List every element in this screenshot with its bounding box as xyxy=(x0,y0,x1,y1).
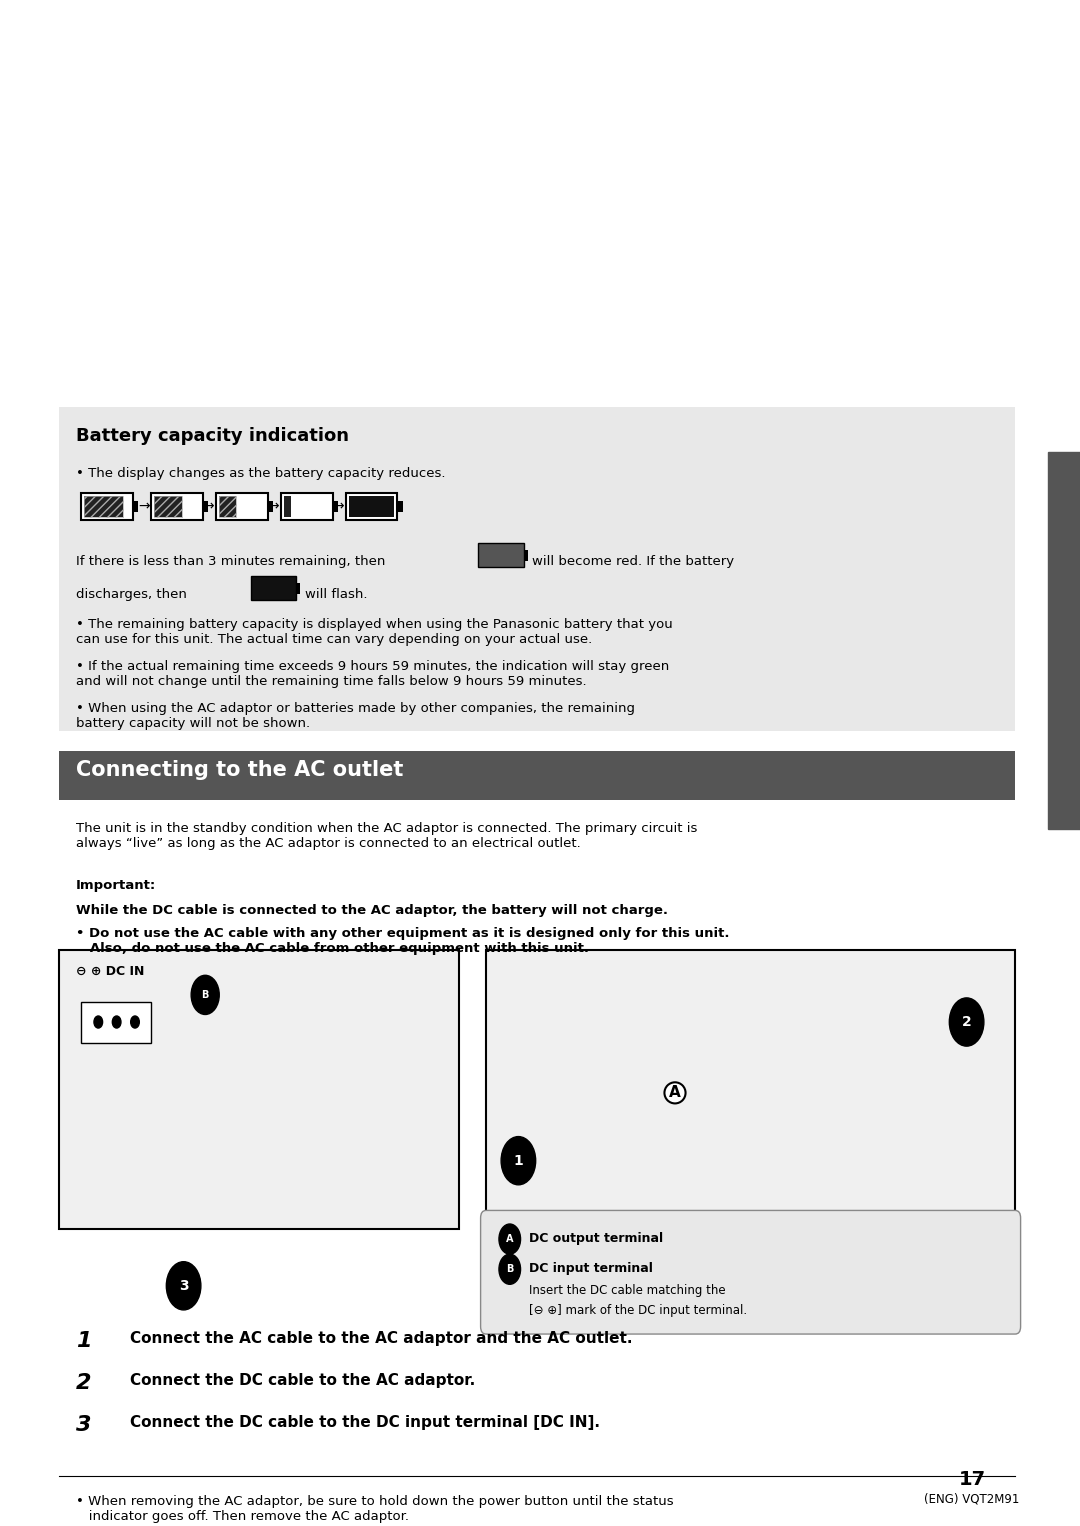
Text: If there is less than 3 minutes remaining, then: If there is less than 3 minutes remainin… xyxy=(76,555,384,568)
Bar xyxy=(84,496,123,517)
Bar xyxy=(524,551,528,560)
Bar xyxy=(346,493,397,520)
Text: Connecting to the AC outlet: Connecting to the AC outlet xyxy=(76,760,403,780)
Text: While the DC cable is connected to the AC adaptor, the battery will not charge.: While the DC cable is connected to the A… xyxy=(76,905,667,917)
Bar xyxy=(59,949,459,1228)
Text: • Do not use the AC cable with any other equipment as it is designed only for th: • Do not use the AC cable with any other… xyxy=(76,928,729,955)
Circle shape xyxy=(501,1137,536,1184)
Text: ⊖ ⊕ DC IN: ⊖ ⊕ DC IN xyxy=(76,964,144,978)
Bar xyxy=(478,543,524,566)
Bar xyxy=(154,496,181,517)
Text: DC input terminal: DC input terminal xyxy=(529,1262,653,1274)
Circle shape xyxy=(949,998,984,1047)
Text: • The remaining battery capacity is displayed when using the Panasonic battery t: • The remaining battery capacity is disp… xyxy=(76,618,673,645)
Text: Connect the DC cable to the DC input terminal [DC IN].: Connect the DC cable to the DC input ter… xyxy=(130,1416,599,1430)
Text: 2: 2 xyxy=(961,1015,972,1029)
Bar xyxy=(81,493,133,520)
Bar xyxy=(151,493,203,520)
Text: (ENG) VQT2M91: (ENG) VQT2M91 xyxy=(924,1492,1020,1505)
Circle shape xyxy=(112,1016,121,1029)
Bar xyxy=(281,493,333,520)
Text: will flash.: will flash. xyxy=(305,588,367,601)
Text: Insert the DC cable matching the: Insert the DC cable matching the xyxy=(529,1285,726,1297)
Text: discharges, then: discharges, then xyxy=(76,588,187,601)
Text: B: B xyxy=(202,990,208,1000)
Text: 2: 2 xyxy=(76,1373,91,1393)
Text: Connect the DC cable to the AC adaptor.: Connect the DC cable to the AC adaptor. xyxy=(130,1373,475,1389)
Bar xyxy=(486,949,1015,1228)
Text: • When using the AC adaptor or batteries made by other companies, the remaining
: • When using the AC adaptor or batteries… xyxy=(76,702,635,731)
Text: 1: 1 xyxy=(513,1154,524,1167)
Bar xyxy=(203,501,208,511)
Text: Important:: Important: xyxy=(76,879,156,891)
Circle shape xyxy=(131,1016,139,1029)
Bar xyxy=(284,496,291,517)
Text: Battery capacity indication: Battery capacity indication xyxy=(76,427,349,444)
Bar xyxy=(333,501,338,511)
Text: →: → xyxy=(268,499,279,513)
Text: →: → xyxy=(203,499,214,513)
Text: B: B xyxy=(507,1264,513,1274)
Text: • The display changes as the battery capacity reduces.: • The display changes as the battery cap… xyxy=(76,467,445,481)
Text: 3: 3 xyxy=(76,1416,91,1436)
Text: →: → xyxy=(138,499,149,513)
Bar xyxy=(133,501,138,511)
Text: [⊖ ⊕] mark of the DC input terminal.: [⊖ ⊕] mark of the DC input terminal. xyxy=(529,1303,747,1317)
Circle shape xyxy=(191,975,219,1015)
Text: will become red. If the battery: will become red. If the battery xyxy=(532,555,734,568)
Text: 3: 3 xyxy=(179,1279,188,1293)
Bar xyxy=(59,751,1015,801)
Bar xyxy=(268,501,273,511)
Circle shape xyxy=(94,1016,103,1029)
Bar xyxy=(219,496,237,517)
Bar xyxy=(296,583,300,594)
Text: A: A xyxy=(670,1085,680,1100)
Text: Connect the AC cable to the AC adaptor and the AC outlet.: Connect the AC cable to the AC adaptor a… xyxy=(130,1331,632,1346)
Bar xyxy=(216,493,268,520)
Bar xyxy=(154,496,181,517)
Bar xyxy=(1048,452,1080,829)
Text: →: → xyxy=(333,499,343,513)
Bar xyxy=(349,496,394,517)
Bar xyxy=(397,501,403,511)
Text: • If the actual remaining time exceeds 9 hours 59 minutes, the indication will s: • If the actual remaining time exceeds 9… xyxy=(76,661,669,688)
Bar xyxy=(81,1003,151,1044)
Bar xyxy=(219,496,237,517)
Text: DC output terminal: DC output terminal xyxy=(529,1231,663,1245)
Bar xyxy=(59,407,1015,731)
FancyBboxPatch shape xyxy=(481,1210,1021,1334)
Circle shape xyxy=(499,1254,521,1285)
Text: A: A xyxy=(507,1235,513,1244)
Text: • When removing the AC adaptor, be sure to hold down the power button until the : • When removing the AC adaptor, be sure … xyxy=(76,1495,673,1523)
Text: The unit is in the standby condition when the AC adaptor is connected. The prima: The unit is in the standby condition whe… xyxy=(76,821,697,850)
Bar xyxy=(251,575,296,600)
Circle shape xyxy=(499,1224,521,1254)
Text: 17: 17 xyxy=(958,1470,986,1489)
Text: 1: 1 xyxy=(76,1331,91,1351)
Bar xyxy=(84,496,123,517)
Circle shape xyxy=(166,1262,201,1309)
